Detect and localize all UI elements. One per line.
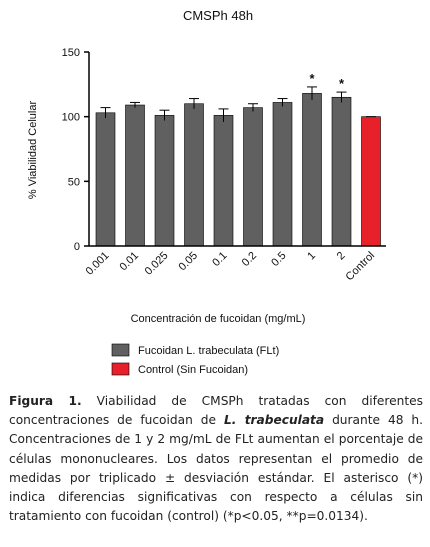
x-tick-label: 1 [305, 250, 318, 263]
x-tick-label: 0.01 [117, 250, 141, 274]
bar [95, 112, 116, 247]
significance-marker: * [339, 76, 345, 91]
bar [361, 116, 381, 247]
x-tick-label: 0.1 [210, 250, 229, 269]
x-tick-label: 0.5 [269, 250, 288, 269]
caption-text: Viabilidad de CMSPh tratadas con diferen… [9, 394, 423, 428]
chart-title: CMSPh 48h [183, 8, 253, 23]
figure-caption: Figura 1. Viabilidad de CMSPh tratadas c… [9, 392, 423, 526]
y-tick-label: 100 [62, 112, 80, 124]
chart: CMSPh 48h % Viabilidad Celular Concentra… [27, 8, 386, 376]
bar [184, 103, 204, 247]
y-tick-label: 0 [74, 241, 80, 253]
y-axis-label: % Viabilidad Celular [27, 101, 39, 200]
caption-label: Figura 1. [9, 394, 82, 408]
significance-marker: * [309, 71, 315, 86]
x-axis-label: Concentración de fucoidan (mg/mL) [131, 313, 306, 325]
bar [331, 96, 352, 247]
bar [213, 115, 234, 247]
bar [302, 93, 322, 247]
legend-label: Fucoidan L. trabeculata (FLt) [138, 345, 279, 357]
x-tick-label: Control [344, 250, 378, 284]
bar [272, 102, 293, 247]
bar [154, 115, 175, 247]
legend-swatch [111, 362, 130, 376]
x-tick-label: 0.05 [176, 250, 200, 274]
y-tick-label: 150 [62, 47, 80, 59]
bar [125, 104, 145, 247]
x-tick-label: 0.2 [240, 250, 259, 269]
caption-species: L. trabeculata [223, 413, 325, 428]
legend-swatch [111, 343, 130, 357]
y-tick-label: 50 [68, 176, 80, 188]
bar [243, 107, 263, 247]
caption-text: durante 48 h. Concentraciones de 1 y 2 m… [9, 413, 424, 524]
x-tick-label: 0.025 [143, 250, 171, 278]
x-tick-label: 0.001 [84, 250, 112, 278]
x-tick-label: 2 [335, 250, 348, 263]
legend-label: Control (Sin Fucoidan) [138, 364, 248, 376]
